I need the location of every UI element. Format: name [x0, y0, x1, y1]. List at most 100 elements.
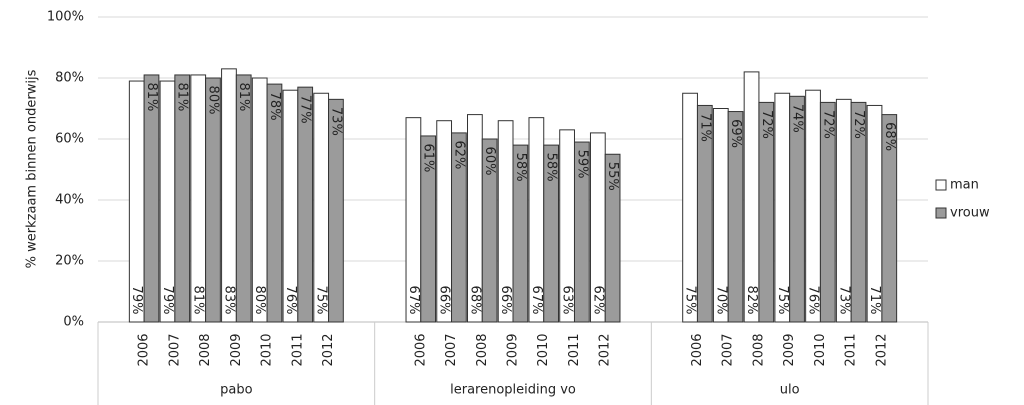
data-label: 71% [867, 286, 882, 315]
bar [451, 132, 467, 323]
bar [205, 77, 221, 323]
x-tick-label: 2010 [813, 333, 828, 366]
bar [881, 114, 898, 323]
data-label: 61% [421, 143, 436, 172]
data-label: 78% [267, 92, 282, 121]
data-label: 81% [191, 286, 206, 315]
x-tick-label: 2009 [229, 333, 244, 366]
bar [850, 101, 867, 323]
bar [727, 111, 744, 323]
x-tick-label: 2010 [260, 333, 275, 366]
x-tick-label: 2012 [598, 333, 613, 366]
data-label: 75% [775, 286, 790, 315]
bar [266, 83, 283, 323]
data-label: 72% [759, 110, 774, 139]
data-label: 80% [205, 86, 220, 115]
bar [819, 101, 836, 323]
x-tick-label: 2007 [721, 333, 736, 366]
legend-label: vrouw [950, 206, 990, 221]
y-tick-label: 60% [55, 132, 84, 147]
bar [543, 144, 559, 323]
bar [512, 144, 529, 323]
x-tick-label: 2011 [567, 333, 582, 366]
data-label: 69% [728, 119, 743, 148]
data-label: 59% [574, 150, 589, 179]
data-label: 58% [544, 153, 559, 182]
bar [789, 95, 805, 323]
x-tick-label: 2008 [751, 333, 766, 366]
data-label: 72% [820, 110, 835, 139]
data-label: 81% [144, 82, 159, 111]
bar [743, 71, 760, 323]
legend-label: man [950, 178, 979, 193]
group-label: ulo [780, 383, 800, 398]
data-label: 70% [713, 286, 728, 315]
group-label: lerarenopleiding vo [450, 383, 576, 398]
x-tick-label: 2009 [782, 333, 797, 366]
data-label: 73% [836, 286, 851, 315]
x-tick-label: 2011 [844, 333, 859, 366]
bar [143, 74, 160, 323]
data-label: 76% [806, 286, 821, 315]
data-label: 67% [529, 286, 544, 315]
data-label: 77% [298, 95, 313, 124]
data-label: 63% [560, 286, 575, 315]
y-axis-label: % werkzaam binnen onderwijs [25, 69, 40, 268]
data-label: 79% [129, 286, 144, 315]
y-tick-label: 100% [47, 10, 84, 25]
bar [174, 74, 191, 323]
bar [235, 74, 252, 323]
data-label: 72% [851, 110, 866, 139]
data-label: 81% [175, 82, 190, 111]
bar [328, 98, 344, 323]
x-tick-label: 2007 [444, 333, 459, 366]
data-label: 67% [406, 286, 421, 315]
legend-swatch [935, 207, 947, 219]
bar [221, 68, 237, 323]
data-label: 68% [467, 286, 482, 315]
x-tick-label: 2009 [506, 333, 521, 366]
group-label: pabo [220, 383, 252, 398]
x-tick-label: 2006 [137, 333, 152, 366]
data-label: 83% [221, 286, 236, 315]
bar [420, 135, 437, 323]
x-tick-label: 2007 [167, 333, 182, 366]
data-label: 80% [252, 286, 267, 315]
data-label: 66% [437, 286, 452, 315]
bar [481, 138, 498, 323]
data-label: 76% [283, 286, 298, 315]
data-label: 74% [790, 104, 805, 133]
data-label: 55% [605, 162, 620, 191]
x-tick-label: 2012 [321, 333, 336, 366]
x-tick-label: 2008 [198, 333, 213, 366]
x-tick-label: 2006 [690, 333, 705, 366]
bar [297, 86, 314, 323]
bar [696, 104, 713, 323]
x-tick-label: 2011 [290, 333, 305, 366]
x-tick-label: 2010 [536, 333, 551, 366]
data-label: 75% [683, 286, 698, 315]
y-tick-label: 0% [63, 315, 84, 330]
y-tick-label: 20% [55, 254, 84, 269]
data-label: 62% [590, 286, 605, 315]
data-label: 73% [328, 107, 343, 136]
bar [573, 141, 590, 323]
data-label: 75% [314, 286, 329, 315]
x-tick-label: 2012 [874, 333, 889, 366]
bar [604, 153, 621, 323]
data-label: 79% [160, 286, 175, 315]
data-label: 66% [498, 286, 513, 315]
legend-swatch [935, 179, 947, 191]
x-tick-label: 2006 [413, 333, 428, 366]
y-tick-label: 80% [55, 71, 84, 86]
data-label: 60% [482, 147, 497, 176]
data-label: 81% [236, 82, 251, 111]
data-label: 62% [451, 140, 466, 169]
data-label: 58% [513, 153, 528, 182]
bar [758, 101, 775, 323]
y-tick-label: 40% [55, 193, 84, 208]
data-label: 68% [882, 122, 897, 151]
data-label: 82% [744, 286, 759, 315]
data-label: 71% [697, 113, 712, 142]
